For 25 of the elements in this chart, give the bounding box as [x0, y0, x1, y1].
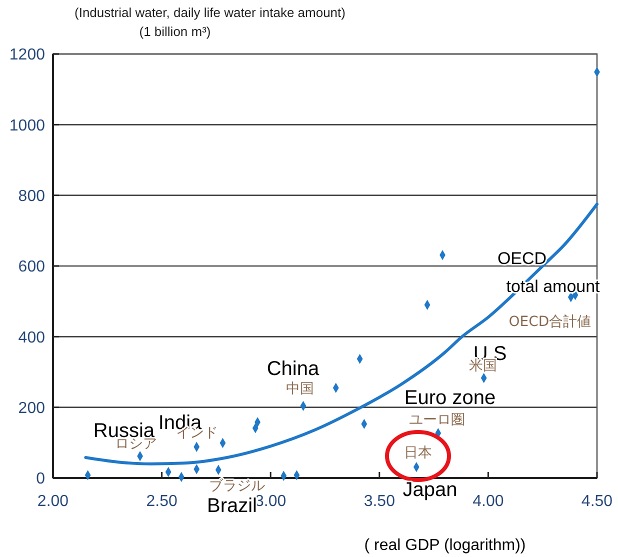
y-axis-title: (Industrial water, daily life water intake amount) (1 billion m³) — [74, 5, 346, 39]
annotation: OECD — [497, 249, 547, 268]
x-tick-label: 3.50 — [364, 493, 396, 510]
annotation: ユーロ圏 — [409, 412, 465, 428]
annotation: China — [266, 358, 320, 380]
y-tick-label: 0 — [36, 470, 46, 488]
y-tick-label: 400 — [18, 329, 46, 346]
x-tick-label: 3.00 — [255, 493, 286, 510]
annotation: Euro zone — [404, 387, 496, 409]
y-tick-label: 1200 — [9, 46, 46, 64]
x-tick-label: 4.50 — [581, 493, 613, 510]
annotation: OECD合計値 — [508, 314, 592, 330]
x-tick-label: 2.00 — [37, 493, 69, 510]
x-tick-label: 4.00 — [472, 493, 504, 510]
annotation: ブラジル — [209, 478, 265, 494]
annotation: 日本 — [404, 445, 432, 461]
x-axis-title: ( real GDP (logarithm)) — [364, 537, 526, 554]
y-tick-label: 600 — [18, 258, 46, 276]
y-tick-label: 1000 — [9, 117, 46, 134]
text: Japan — [402, 479, 458, 501]
text: Brazil — [206, 495, 258, 517]
y-tick-label: 800 — [18, 188, 46, 205]
y-tick-label: 200 — [18, 400, 46, 417]
x-tick-label: 2.50 — [146, 493, 178, 510]
annotation: 中国 — [286, 381, 314, 397]
